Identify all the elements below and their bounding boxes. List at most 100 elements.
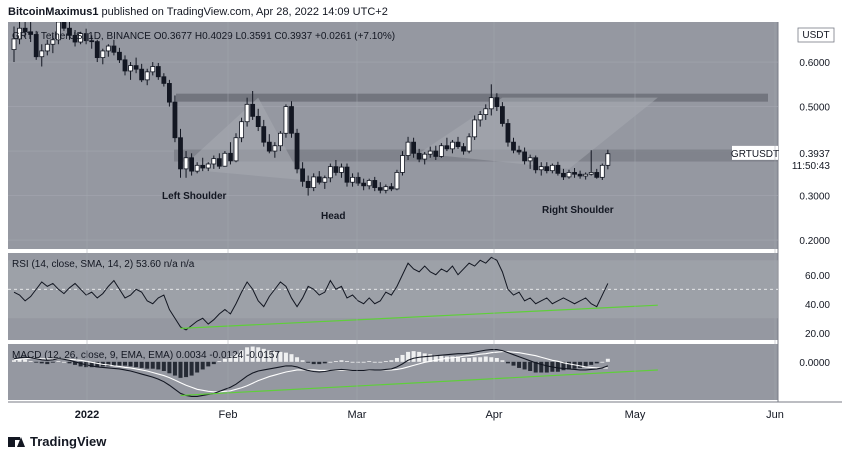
macd-histogram-bar (406, 351, 411, 362)
macd-histogram-bar (12, 360, 16, 362)
candle-body (488, 97, 494, 110)
price-tick-label: 0.2000 (799, 236, 830, 247)
candle-body (494, 97, 500, 107)
last-price-value: 0.3937 (799, 149, 830, 160)
candle-body (322, 177, 328, 183)
tradingview-logo-icon (8, 436, 26, 448)
candle-body (228, 152, 233, 162)
macd-histogram-bar (389, 360, 394, 362)
candle-body (605, 153, 611, 166)
macd-histogram-bar (289, 354, 294, 362)
macd-histogram-bar (500, 360, 505, 362)
macd-histogram-bar (517, 361, 522, 368)
countdown-value: 11:50:43 (792, 161, 831, 172)
candle-body (117, 51, 122, 61)
candle-body (122, 59, 128, 72)
rsi-trendline (180, 304, 658, 329)
candle-body (161, 76, 167, 84)
macd-histogram-bar (428, 354, 433, 362)
candle-body (599, 164, 605, 178)
macd-histogram-bar (17, 359, 22, 362)
rsi-legend: RSI (14, close, SMA, 14, 2) 53.60 n/a n/… (12, 259, 195, 270)
macd-histogram-bar (478, 357, 483, 362)
symbol-legend: GRT / TetherUS, 1D, BINANCE O0.3677 H0.4… (12, 31, 395, 42)
candle-body (527, 157, 533, 162)
macd-pane (8, 344, 778, 400)
footer: TradingView (8, 434, 106, 449)
macd-legend: MACD (12, 26, close, 9, EMA, EMA) 0.0034… (12, 350, 280, 361)
candle-body (549, 164, 555, 172)
candle-body (533, 157, 539, 171)
last-price-badge (779, 145, 841, 172)
time-tick-label: Apr (485, 409, 502, 421)
candle-body (483, 108, 489, 115)
currency-badge (797, 27, 835, 43)
macd-histogram-bar (217, 361, 222, 362)
macd-histogram-bar (544, 361, 549, 373)
macd-histogram-bar (250, 346, 255, 362)
macd-trendline (180, 369, 658, 397)
candle-body (144, 71, 150, 81)
macd-histogram-bar (95, 361, 100, 368)
macd-histogram-bar (300, 360, 305, 362)
annotation-left-shoulder: Left Shoulder (162, 191, 227, 202)
candle-body (555, 164, 561, 174)
candle-body (155, 66, 161, 78)
rsi-tick-label: 40.00 (805, 300, 830, 311)
candle-body (450, 141, 455, 150)
macd-histogram-bar (456, 356, 460, 362)
price-tick-label: 0.3000 (799, 192, 830, 203)
macd-histogram-bar (528, 361, 533, 371)
candle-body (400, 155, 405, 173)
macd-histogram-bar (400, 354, 405, 362)
candle-body (333, 166, 339, 173)
last-price-symbol-badge (732, 145, 778, 160)
candle-body (411, 141, 417, 154)
publish-header: BitcoinMaximus1 published on TradingView… (8, 6, 388, 18)
macd-histogram-bar (228, 356, 233, 362)
macd-histogram-bar (433, 354, 438, 362)
candle-body (89, 40, 95, 43)
macd-histogram-bar (200, 361, 205, 370)
macd-signal-line (13, 351, 608, 393)
candle-body (22, 27, 28, 33)
candle-body (427, 150, 433, 155)
candle-body (277, 132, 283, 147)
candle-body (56, 21, 61, 41)
candle-body (394, 172, 400, 190)
candle-body (516, 149, 522, 153)
candle-body (300, 168, 306, 182)
macd-histogram-bar (522, 361, 527, 370)
macd-histogram-bar (161, 361, 166, 371)
resistance-zone (176, 93, 768, 102)
macd-histogram-bar (378, 361, 383, 363)
macd-tick-label: 0.0000 (799, 358, 830, 369)
macd-histogram-bar (494, 358, 499, 362)
candle-body (255, 115, 261, 127)
macd-histogram-bar (261, 348, 266, 362)
macd-histogram-bar (361, 361, 366, 363)
published-text: published on TradingView.com, (101, 6, 254, 18)
macd-histogram-bar (56, 361, 61, 362)
candle-body (133, 65, 139, 70)
macd-histogram-bar (561, 361, 566, 371)
macd-histogram-bar (167, 361, 172, 374)
candle-body (78, 33, 83, 43)
candle-body (94, 41, 100, 59)
macd-histogram-bar (511, 361, 516, 366)
macd-histogram-bar (450, 356, 455, 362)
candle-body (289, 106, 294, 134)
candle-body (100, 50, 106, 59)
macd-histogram-bar (322, 361, 327, 364)
candle-body (83, 33, 89, 42)
macd-histogram-bar (128, 361, 133, 367)
macd-histogram-bar (539, 361, 544, 373)
candle-body (566, 172, 572, 178)
time-tick-label: May (625, 409, 646, 421)
macd-histogram-bar (345, 361, 349, 362)
macd-histogram-bar (605, 358, 610, 362)
candle-body (305, 180, 311, 188)
macd-histogram-bar (145, 361, 150, 369)
